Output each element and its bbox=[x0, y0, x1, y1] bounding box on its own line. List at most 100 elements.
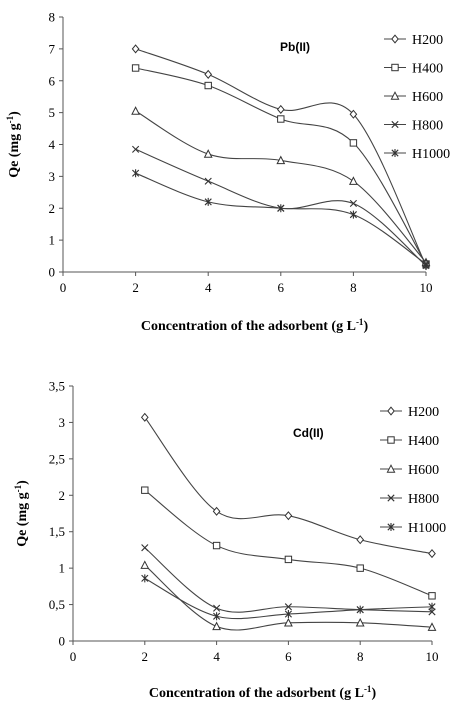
data-point bbox=[356, 605, 364, 614]
legend-marker bbox=[390, 91, 400, 100]
y-tick-label: 3 bbox=[59, 415, 66, 430]
legend-marker bbox=[391, 149, 399, 157]
data-point bbox=[284, 555, 293, 564]
series-H400 bbox=[131, 64, 430, 268]
legend-marker bbox=[387, 406, 395, 416]
series-line bbox=[135, 110, 427, 263]
y-tick-label: 0 bbox=[49, 265, 56, 280]
data-point bbox=[277, 115, 285, 123]
legend-entry: H800 bbox=[380, 492, 439, 507]
legend-marker bbox=[387, 523, 395, 531]
data-point bbox=[283, 617, 293, 627]
series-H600 bbox=[140, 560, 437, 631]
y-tick-label: 2 bbox=[59, 488, 66, 503]
data-point bbox=[213, 604, 221, 612]
chart-annotation: Cd(II) bbox=[293, 426, 324, 440]
legend-marker bbox=[386, 464, 396, 473]
legend-label: H800 bbox=[412, 119, 443, 134]
legend-label: H400 bbox=[408, 434, 439, 449]
data-point bbox=[141, 544, 149, 552]
x-tick-label: 6 bbox=[285, 649, 292, 664]
legend-entry: H200 bbox=[380, 405, 439, 420]
y-tick-label: 6 bbox=[49, 73, 56, 88]
x-axis-title: Concentration of the adsorbent (g L-1) bbox=[141, 317, 369, 334]
y-tick-label: 3,5 bbox=[49, 379, 65, 394]
x-tick-label: 10 bbox=[420, 280, 433, 295]
chart-annotation: Pb(II) bbox=[280, 40, 310, 54]
data-point bbox=[132, 169, 140, 178]
x-tick-label: 2 bbox=[142, 649, 149, 664]
data-point bbox=[132, 145, 140, 153]
data-point bbox=[356, 535, 365, 545]
data-point bbox=[204, 81, 212, 90]
x-axis-title: Concentration of the adsorbent (g L-1) bbox=[149, 684, 377, 701]
legend-entry: H400 bbox=[380, 434, 439, 449]
data-point bbox=[140, 560, 150, 569]
data-point bbox=[284, 603, 292, 611]
data-point bbox=[356, 564, 364, 572]
data-point bbox=[131, 64, 140, 72]
legend-entry: H200 bbox=[384, 33, 443, 48]
data-point bbox=[212, 621, 222, 631]
legend-entry: H400 bbox=[384, 62, 443, 77]
series-H800 bbox=[141, 544, 436, 616]
data-point bbox=[428, 602, 436, 611]
y-tick-label: 2 bbox=[49, 201, 56, 216]
y-tick-label: 1,5 bbox=[49, 524, 65, 539]
data-point bbox=[349, 210, 357, 219]
y-axis-title: Qe (mg g-1) bbox=[5, 111, 22, 178]
data-point bbox=[284, 610, 292, 619]
data-point bbox=[428, 608, 436, 616]
data-point bbox=[349, 109, 358, 119]
legend-marker bbox=[391, 34, 399, 44]
data-point bbox=[141, 574, 149, 583]
data-point bbox=[204, 177, 212, 185]
y-tick-label: 0 bbox=[59, 634, 66, 649]
legend-marker bbox=[391, 120, 399, 129]
legend-entry: H800 bbox=[384, 119, 443, 134]
data-point bbox=[141, 486, 149, 494]
y-tick-label: 4 bbox=[49, 137, 56, 152]
x-tick-label: 8 bbox=[357, 649, 364, 664]
x-tick-label: 2 bbox=[132, 280, 139, 295]
x-tick-label: 4 bbox=[213, 649, 220, 664]
series-H600 bbox=[131, 106, 431, 267]
x-tick-label: 10 bbox=[426, 649, 439, 664]
legend-marker bbox=[387, 436, 395, 444]
data-point bbox=[203, 149, 213, 158]
data-point bbox=[213, 612, 221, 621]
y-axis-title: Qe (mg g-1) bbox=[13, 480, 30, 547]
legend-label: H400 bbox=[412, 62, 443, 77]
data-point bbox=[422, 260, 430, 269]
data-point bbox=[204, 197, 212, 206]
data-point bbox=[212, 541, 221, 550]
series-line bbox=[135, 48, 427, 266]
data-point bbox=[348, 176, 358, 185]
data-point bbox=[428, 548, 436, 559]
chart-2: 0 0,5 1 1,5 2 2,5 3 3,5 0 2 4 6 8 10 Concentration of … bbox=[13, 379, 446, 702]
y-tick-label: 7 bbox=[49, 41, 56, 56]
data-point bbox=[428, 592, 436, 600]
data-point bbox=[212, 506, 221, 516]
y-tick-label: 0,5 bbox=[49, 597, 65, 612]
legend-label: H600 bbox=[412, 90, 443, 105]
x-tick-label: 0 bbox=[60, 280, 67, 295]
series-line bbox=[144, 416, 433, 555]
legend-label: H600 bbox=[408, 463, 439, 478]
data-point bbox=[131, 106, 141, 115]
y-tick-label: 2,5 bbox=[49, 451, 65, 466]
series-H1000 bbox=[141, 574, 436, 621]
y-tick-label: 1 bbox=[49, 233, 56, 248]
legend-label: H200 bbox=[408, 405, 439, 420]
data-point bbox=[204, 69, 213, 79]
legend-label: H800 bbox=[408, 492, 439, 507]
y-tick-label: 5 bbox=[49, 105, 56, 120]
legend-entry: H1000 bbox=[384, 147, 450, 162]
x-tick-label: 4 bbox=[205, 280, 212, 295]
series-H200 bbox=[140, 412, 436, 559]
legend-label: H200 bbox=[412, 33, 443, 48]
data-point bbox=[349, 139, 358, 147]
x-tick-label: 8 bbox=[350, 280, 357, 295]
series-line bbox=[144, 489, 433, 597]
